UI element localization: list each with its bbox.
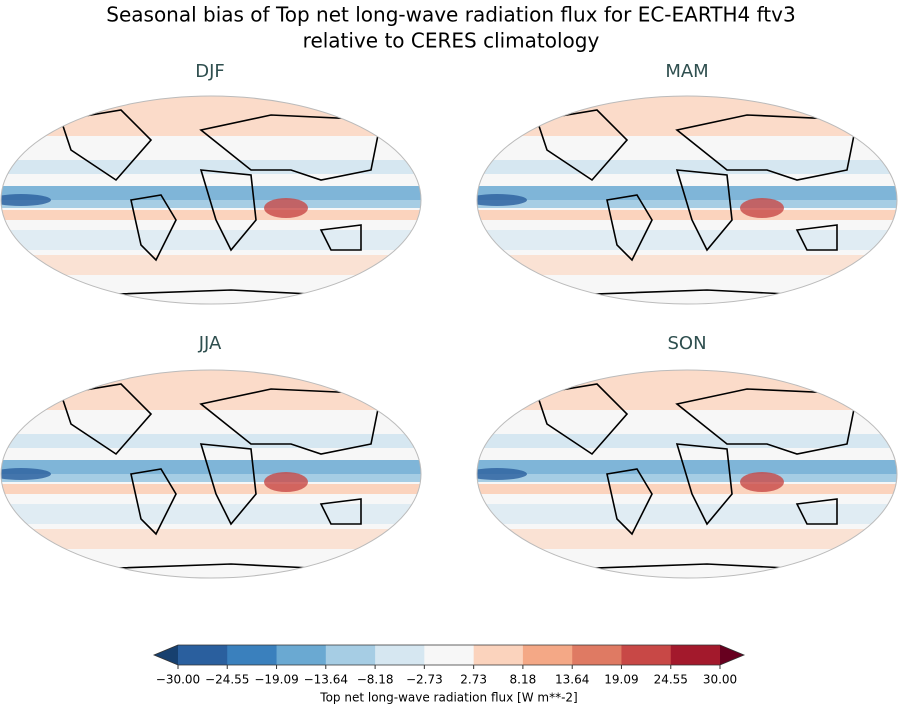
colorbar-segment (375, 645, 425, 665)
map (0, 370, 421, 578)
colorbar-segment (227, 645, 278, 665)
colorbar-tick-label: −30.00 (156, 673, 200, 687)
panel-title: JJA (198, 333, 222, 354)
map (467, 96, 897, 304)
colorbar-tick-label: −19.09 (254, 673, 298, 687)
colorbar-tick-label: 24.55 (654, 673, 688, 687)
colorbar-segment (473, 645, 524, 665)
colorbar-label: Top net long-wave radiation flux [W m**-… (319, 691, 577, 705)
panel-title: DJF (195, 61, 225, 82)
colorbar-tick-label: −8.18 (357, 673, 394, 687)
colorbar-tick-label: −24.55 (205, 673, 249, 687)
colorbar-segment (424, 645, 475, 665)
map (467, 370, 897, 578)
colorbar-tick-label: −13.64 (304, 673, 348, 687)
figure-title: relative to CERES climatology (303, 29, 600, 53)
colorbar-extend-low (154, 645, 178, 665)
colorbar-segment (178, 645, 228, 665)
colorbar-tick-label: 30.00 (703, 673, 737, 687)
colorbar-tick-label: −2.73 (406, 673, 443, 687)
colorbar-segment (621, 645, 672, 665)
colorbar-segment (670, 645, 721, 665)
colorbar-segment (276, 645, 327, 665)
colorbar-extend-high (720, 645, 744, 665)
panel-title: SON (667, 333, 706, 354)
colorbar-tick-label: 13.64 (555, 673, 589, 687)
colorbar-tick-label: 8.18 (510, 673, 537, 687)
map (0, 96, 421, 304)
colorbar-tick-label: 19.09 (604, 673, 638, 687)
colorbar-segment (522, 645, 573, 665)
colorbar-tick-label: 2.73 (460, 673, 487, 687)
colorbar: −30.00 −24.55 −19.09 −13.64 −8.18 −2.73 2.73 8.… (152, 644, 746, 687)
colorbar-segment (572, 645, 622, 665)
figure-title: Seasonal bias of Top net long-wave radia… (106, 3, 795, 27)
panel-title: MAM (665, 61, 708, 82)
colorbar-segment (325, 645, 376, 665)
